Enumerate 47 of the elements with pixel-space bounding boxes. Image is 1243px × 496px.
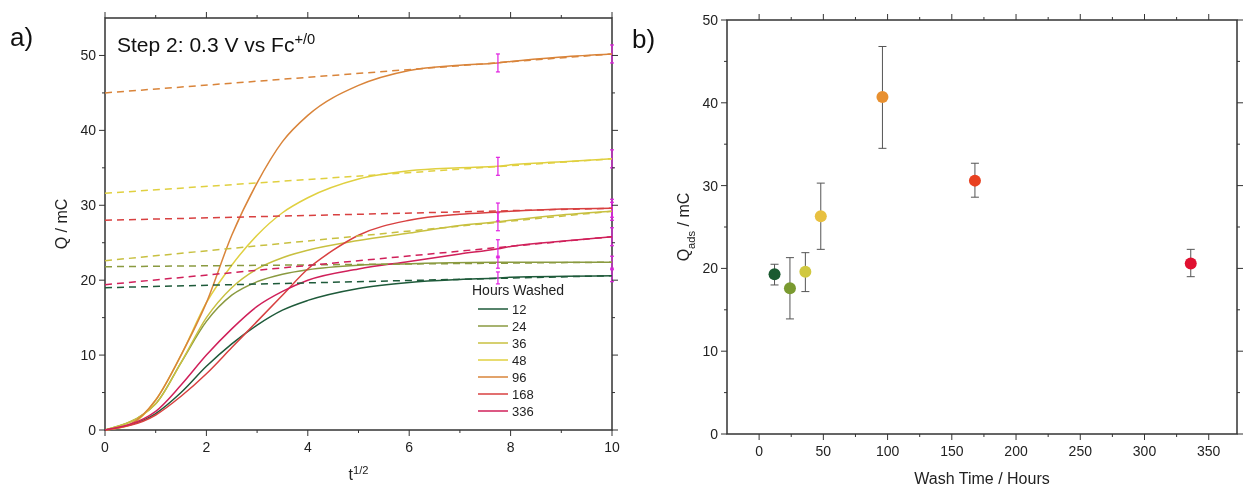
x-tick-label: 100 [875,443,900,459]
y-tick-label: 0 [710,426,719,442]
x-tick-label: 0 [101,439,110,455]
point [768,268,781,281]
point [968,174,981,187]
annotation: Step 2: 0.3 V vs Fc$^{+/0}$ [117,31,316,56]
y-tick-label: 10 [702,343,719,360]
point [799,265,812,278]
legend-label: 336 [512,404,534,419]
x-tick-label: 150 [940,443,964,459]
legend-label: 168 [512,387,534,402]
y-axis-title: Q / mC [53,198,70,250]
y-tick-label: 20 [702,260,719,277]
legend-label: 36 [512,336,527,351]
legend-label: 12 [512,302,527,317]
x-tick-label: 10 [604,439,620,455]
y-tick-label: 40 [702,94,719,111]
x-tick-label: 2 [202,439,211,455]
legend-label: 96 [512,370,527,385]
point [1184,257,1197,270]
legend-title: Hours Washed [472,282,565,298]
y-tick-label: 50 [702,12,719,28]
legend-label: 24 [512,319,527,334]
x-tick-label: 350 [1197,443,1221,459]
y-tick-label: 30 [702,177,719,194]
point [814,210,827,223]
y-tick-label: 30 [80,197,97,214]
point [783,282,796,295]
point [876,91,889,103]
x-tick-label: 4 [303,439,312,455]
y-tick-label: 20 [80,272,97,289]
x-tick-label: 250 [1068,443,1093,459]
x-tick-label: 50 [815,443,832,459]
x-tick-label: 0 [755,443,764,459]
y-tick-label: 0 [88,422,97,438]
text: b) [632,24,656,54]
x-axis-title: t$^{1/2}$ [348,464,369,483]
x-tick-label: 200 [1004,443,1028,459]
y-tick-label: 10 [80,347,97,364]
legend-label: 48 [512,353,527,368]
y-tick-label: 40 [80,122,97,139]
x-axis-title: Wash Time / Hours [914,470,1050,487]
x-tick-label: 8 [506,439,515,455]
x-tick-label: 6 [405,439,414,455]
x-tick-label: 300 [1132,443,1157,459]
y-tick-label: 50 [80,47,97,64]
text: a) [10,22,34,52]
